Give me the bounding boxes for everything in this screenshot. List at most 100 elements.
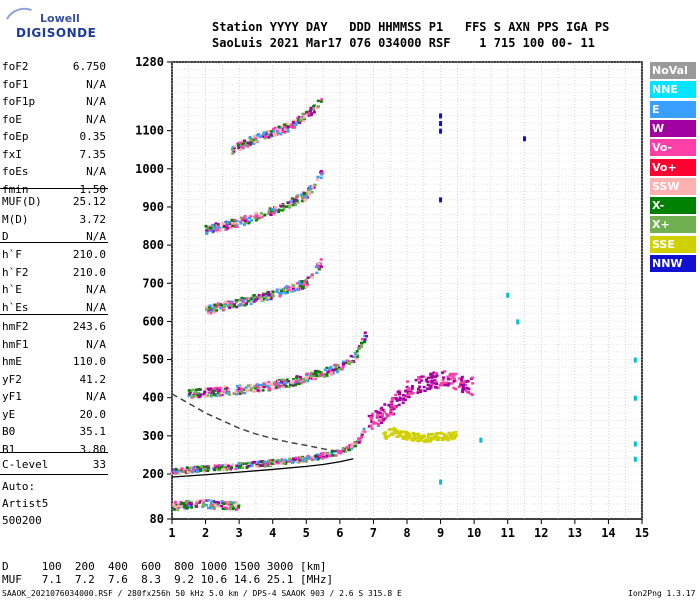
echo-point <box>377 422 381 426</box>
echo-point <box>306 379 310 383</box>
echo-point <box>229 300 233 304</box>
echo-point <box>336 363 340 367</box>
echo-point <box>344 361 348 365</box>
echo-point <box>408 392 412 395</box>
echo-point <box>452 380 456 383</box>
echo-point <box>267 291 271 294</box>
legend-item-noval: NoVal <box>650 62 696 79</box>
echo-point <box>307 188 311 191</box>
param-name: hmE <box>2 355 22 368</box>
param-value: N/A <box>86 112 106 126</box>
param-row-fof2: foF2 6.750 <box>2 58 106 76</box>
echo-point <box>360 341 364 345</box>
echo-point <box>239 461 243 465</box>
echo-point <box>217 501 221 504</box>
echo-point <box>396 429 400 433</box>
echo-point <box>216 223 220 226</box>
echo-point <box>213 468 217 472</box>
echo-point <box>426 380 430 383</box>
echo-point <box>374 410 378 413</box>
echo-point <box>230 222 234 225</box>
echo-point <box>377 419 381 422</box>
echo-point <box>425 378 429 381</box>
echo-point <box>279 381 283 384</box>
echo-point <box>275 288 279 291</box>
echo-point <box>288 206 292 209</box>
echo-point <box>462 383 466 387</box>
echo-point <box>432 371 436 374</box>
param-name: foEs <box>2 165 29 178</box>
echo-point <box>316 175 320 179</box>
echo-point <box>239 390 243 393</box>
echo-point <box>228 303 232 307</box>
y-tick-label: 500 <box>142 353 164 367</box>
profile-curve-dashed <box>171 393 340 453</box>
echo-point <box>398 392 402 396</box>
echo-point <box>245 389 249 392</box>
echo-point <box>297 382 301 386</box>
echo-point <box>402 397 406 400</box>
echo-point <box>261 299 265 302</box>
echo-point <box>363 331 367 334</box>
ionogram-chart: 1 2 3 4 5 6 7 8 9 10 11 12 13 14 158020030040050060070… <box>135 55 649 540</box>
param-row-yf2: yF2 41.2 <box>2 371 106 389</box>
echo-point <box>316 105 320 108</box>
echo-point <box>414 433 418 436</box>
echo-point <box>217 389 221 392</box>
footer-muf-line: MUF 7.1 7.2 7.6 8.3 9.2 10.6 14.6 25.1 [… <box>2 573 334 586</box>
echo-point <box>248 299 252 302</box>
y-tick-label: 900 <box>142 200 164 214</box>
echo-point <box>229 466 233 469</box>
echo-point <box>256 383 260 386</box>
echo-point <box>338 450 342 453</box>
echo-point <box>322 451 326 455</box>
echo-point <box>271 290 275 294</box>
echo-point <box>404 389 408 393</box>
echo-point <box>289 200 293 203</box>
echo-point <box>201 504 205 508</box>
echo-point <box>400 434 404 438</box>
echo-point <box>320 171 324 175</box>
echo-point <box>410 385 414 388</box>
echo-point <box>171 468 175 471</box>
echo-point <box>268 459 272 462</box>
echo-point <box>181 501 185 505</box>
param-name: h`F <box>2 248 22 261</box>
echo-point <box>310 456 314 459</box>
echo-point <box>460 375 464 379</box>
echo-point <box>295 460 299 463</box>
echo-point <box>350 443 354 446</box>
echo-point <box>196 393 200 397</box>
echo-point <box>277 291 281 295</box>
echo-point <box>272 132 276 135</box>
echo-point <box>196 392 200 395</box>
echo-point <box>249 215 253 218</box>
echo-point <box>213 464 217 467</box>
echo-point <box>188 502 192 505</box>
echo-point <box>417 439 421 443</box>
echo-point <box>449 433 453 436</box>
param-name: foE <box>2 112 22 126</box>
param-name: h`F2 <box>2 265 29 279</box>
echo-point <box>288 383 292 386</box>
echo-point <box>227 503 231 506</box>
echo-point <box>319 170 323 173</box>
echo-point <box>267 136 271 139</box>
echo-point <box>234 392 238 396</box>
echo-point <box>256 389 260 392</box>
echo-point <box>276 461 280 465</box>
echo-point <box>271 459 275 462</box>
echo-point <box>239 145 243 148</box>
param-value: N/A <box>86 95 106 108</box>
echo-point <box>177 472 181 475</box>
echo-point <box>267 385 271 389</box>
param-value: 3.72 <box>79 212 107 226</box>
echo-point <box>405 385 409 389</box>
echo-point <box>244 462 248 465</box>
echo-point <box>215 308 219 312</box>
echo-point <box>280 378 284 382</box>
echo-point <box>334 365 338 369</box>
echo-point <box>438 436 442 440</box>
echo-point <box>263 461 267 464</box>
echo-point <box>246 142 250 145</box>
